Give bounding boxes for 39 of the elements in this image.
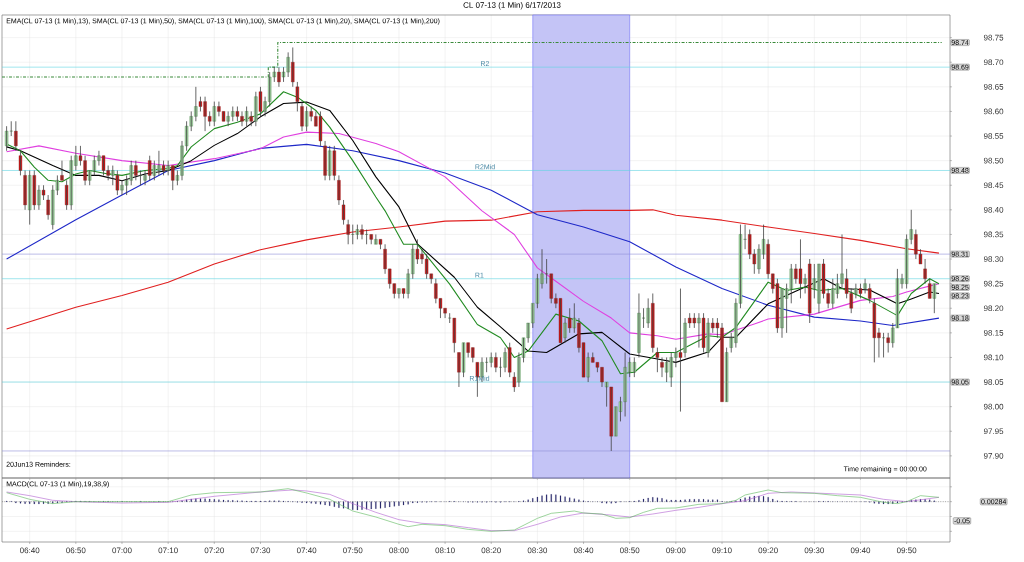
y-tick-label: 98.40 (983, 207, 1004, 213)
y-tick-label: 98.10 (983, 354, 1004, 361)
x-tick-label: 09:50 (896, 547, 917, 554)
y-tick-label: 98.35 (983, 231, 1004, 238)
x-tick-label: 08:10 (435, 547, 455, 554)
x-tick-label: 09:00 (666, 547, 686, 554)
x-tick-label: 07:20 (204, 547, 224, 554)
y-tick-label: 98.70 (983, 59, 1004, 66)
y-tick-label: 98.25 (983, 280, 1004, 287)
x-tick-label: 06:40 (20, 547, 40, 554)
y-tick-label: 98.05 (983, 379, 1004, 385)
y-tick-label: 98.75 (983, 34, 1004, 41)
x-tick-label: 07:50 (343, 547, 363, 554)
chart-title: CL 07-13 (1 Min) 6/17/2013 (463, 2, 561, 10)
y-tick-label: 98.20 (983, 305, 1004, 312)
y-tick-label: 98.45 (983, 182, 1004, 189)
x-tick-label: 09:10 (712, 547, 732, 554)
x-tick-label: 07:10 (158, 547, 178, 554)
y-tick-label: 98.50 (983, 157, 1004, 164)
y-tick-label: 98.55 (983, 133, 1004, 139)
x-tick-label: 08:30 (527, 547, 548, 554)
y-tick-label: 98.30 (983, 256, 1004, 262)
y-tick-label: 98.60 (983, 108, 1004, 115)
x-tick-label: 08:00 (389, 547, 409, 554)
y-tick-label: 98.15 (983, 330, 1004, 336)
x-tick-label: 09:40 (850, 547, 871, 554)
x-tick-label: 07:30 (250, 547, 271, 554)
x-tick-label: 06:50 (66, 547, 86, 554)
x-tick-label: 09:20 (758, 547, 778, 554)
x-tick-label: 08:40 (573, 547, 594, 554)
x-tick-label: 08:20 (481, 547, 501, 554)
x-tick-label: 07:00 (112, 547, 132, 554)
y-tick-label: 97.90 (983, 453, 1004, 459)
y-tick-label: 97.95 (983, 428, 1004, 435)
x-tick-label: 08:50 (619, 547, 640, 554)
x-tick-label: 09:30 (804, 547, 825, 554)
x-tick-label: 07:40 (296, 547, 317, 554)
y-tick-label: 98.65 (983, 84, 1004, 90)
y-tick-label: 98.00 (983, 403, 1004, 410)
